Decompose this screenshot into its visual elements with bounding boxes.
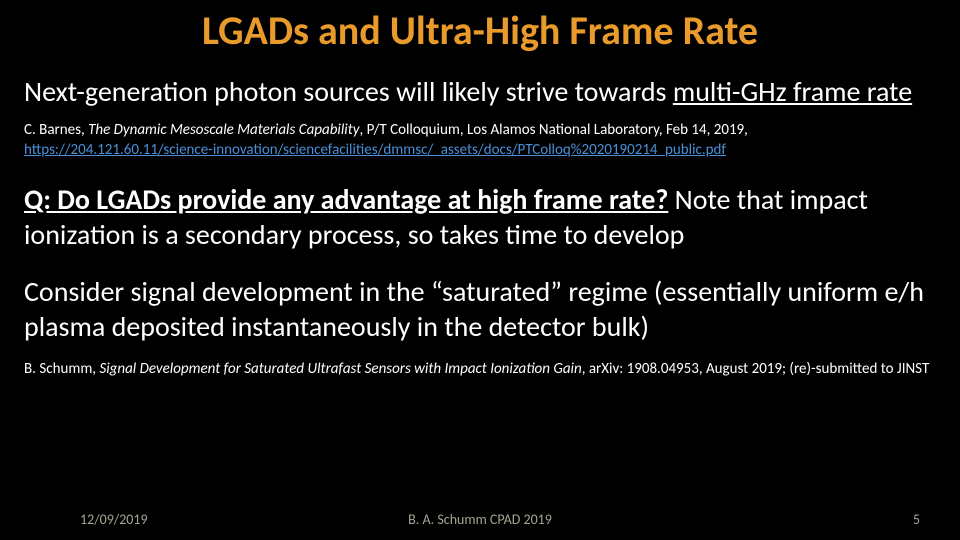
consider-paragraph: Consider signal development in the “satu… — [24, 274, 936, 344]
question-lead: Q: Do LGADs provide any advantage at hig… — [24, 182, 668, 217]
reference-2: B. Schumm, Signal Development for Satura… — [24, 360, 936, 380]
ref1-author: C. Barnes, — [24, 121, 88, 139]
slide-body: Next-generation photon sources will like… — [24, 74, 936, 380]
slide-title: LGADs and Ultra-High Frame Rate — [0, 8, 960, 54]
question-paragraph: Q: Do LGADs provide any advantage at hig… — [24, 182, 936, 252]
footer-page-number: 5 — [913, 511, 920, 528]
ref2-work: Signal Development for Saturated Ultrafa… — [99, 360, 581, 378]
slide: LGADs and Ultra-High Frame Rate Next-gen… — [0, 0, 960, 540]
intro-prefix: Next-generation photon sources will like… — [24, 74, 673, 109]
ref2-rest: , arXiv: 1908.04953, August 2019; (re)-s… — [582, 360, 930, 378]
ref1-work: The Dynamic Mesoscale Materials Capabili… — [88, 121, 359, 139]
footer-center: B. A. Schumm CPAD 2019 — [0, 511, 960, 528]
ref1-rest: , P/T Colloquium, Los Alamos National La… — [359, 121, 747, 139]
intro-underlined: multi-GHz frame rate — [673, 74, 912, 109]
intro-paragraph: Next-generation photon sources will like… — [24, 74, 936, 109]
ref1-link[interactable]: https://204.121.60.11/science-innovation… — [24, 141, 726, 159]
ref2-author: B. Schumm, — [24, 360, 99, 378]
reference-1: C. Barnes, The Dynamic Mesoscale Materia… — [24, 121, 936, 160]
